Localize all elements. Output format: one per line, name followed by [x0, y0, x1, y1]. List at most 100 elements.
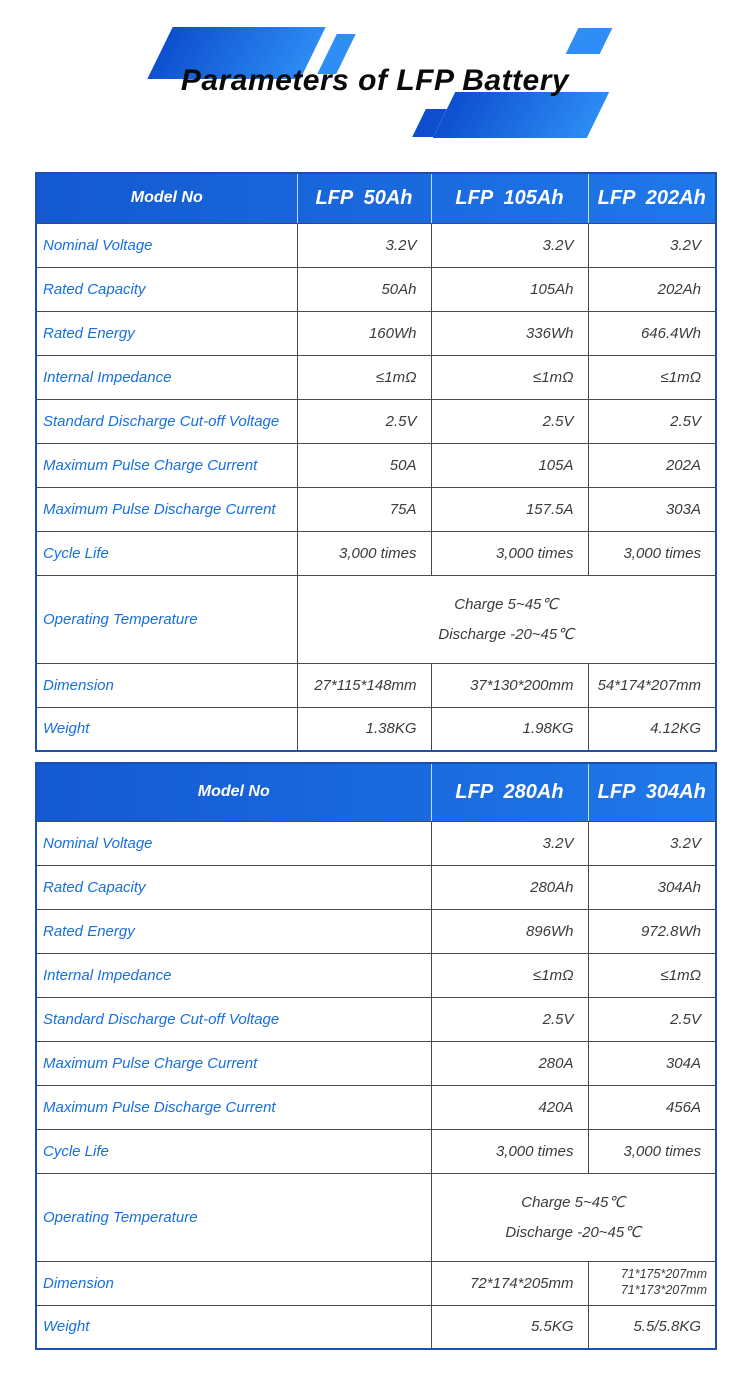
value-cell: 4.12KG: [587, 706, 717, 752]
model-column-header: LFP 304Ah: [587, 763, 716, 822]
table-row: Cycle Life 3,000 times 3,000 times 3,000 ti…: [35, 530, 717, 576]
value-cell: 37*130*200mm: [430, 662, 589, 708]
row-label: Dimension: [35, 1260, 432, 1306]
row-label: Nominal Voltage: [35, 222, 298, 268]
merged-value-cell: Charge 5~45℃ Discharge -20~45℃: [430, 1172, 717, 1262]
table-row: Cycle Life 3,000 times 3,000 times: [35, 1128, 717, 1174]
value-cell: 1.98KG: [430, 706, 589, 752]
value-cell: 75A: [296, 486, 432, 532]
banner-ribbon-bottom: [432, 92, 610, 138]
value-line: 71*173*207mm: [620, 1283, 707, 1297]
model-no-header: Model No: [36, 763, 431, 822]
row-label: Maximum Pulse Charge Current: [35, 442, 298, 488]
table-row: Operating Temperature Charge 5~45℃ Dischar…: [35, 574, 717, 664]
value-cell: 202A: [587, 442, 717, 488]
value-cell: 3,000 times: [587, 530, 717, 576]
value-cell: 160Wh: [296, 310, 432, 356]
table-row: Rated Energy 160Wh 336Wh 646.4Wh: [35, 310, 717, 356]
row-label: Internal Impedance: [35, 952, 432, 998]
value-cell: 3,000 times: [430, 1128, 589, 1174]
value-cell: 2.5V: [587, 996, 717, 1042]
table-row: Weight 1.38KG 1.98KG 4.12KG: [35, 706, 717, 752]
value-line: Charge 5~45℃: [521, 1194, 626, 1211]
row-label: Cycle Life: [35, 530, 298, 576]
value-line: Discharge -20~45℃: [438, 626, 575, 643]
value-cell: 972.8Wh: [587, 908, 717, 954]
title-banner: Parameters of LFP Battery: [0, 0, 750, 160]
row-label: Operating Temperature: [35, 574, 298, 664]
value-cell: 420A: [430, 1084, 589, 1130]
row-label: Nominal Voltage: [35, 820, 432, 866]
value-cell: 50A: [296, 442, 432, 488]
row-label: Standard Discharge Cut-off Voltage: [35, 398, 298, 444]
value-cell: 304A: [587, 1040, 717, 1086]
value-cell: ≤1mΩ: [587, 354, 717, 400]
value-cell: 3,000 times: [430, 530, 589, 576]
row-label: Rated Energy: [35, 310, 298, 356]
value-cell: 303A: [587, 486, 717, 532]
value-cell: 2.5V: [430, 996, 589, 1042]
row-label: Rated Energy: [35, 908, 432, 954]
model-column-header: LFP 202Ah: [587, 173, 716, 224]
value-cell: 1.38KG: [296, 706, 432, 752]
value-cell: 2.5V: [587, 398, 717, 444]
value-cell: 3.2V: [430, 820, 589, 866]
row-label: Maximum Pulse Discharge Current: [35, 486, 298, 532]
value-cell: 157.5A: [430, 486, 589, 532]
table-row: Maximum Pulse Charge Current 50A 105A 202A: [35, 442, 717, 488]
value-cell: 50Ah: [296, 266, 432, 312]
value-cell: 5.5KG: [430, 1304, 589, 1350]
table-row: Maximum Pulse Charge Current 280A 304A: [35, 1040, 717, 1086]
row-label: Maximum Pulse Discharge Current: [35, 1084, 432, 1130]
value-cell: 456A: [587, 1084, 717, 1130]
banner-ribbon-top-right: [565, 28, 613, 54]
value-cell: 896Wh: [430, 908, 589, 954]
value-cell: ≤1mΩ: [587, 952, 717, 998]
value-cell: 3,000 times: [587, 1128, 717, 1174]
value-cell: 2.5V: [430, 398, 589, 444]
value-cell: 3.2V: [587, 820, 717, 866]
row-label: Cycle Life: [35, 1128, 432, 1174]
table-row: Rated Capacity 280Ah 304Ah: [35, 864, 717, 910]
parameters-table: Model No LFP 50Ah LFP 105Ah LFP 202Ah Nomina…: [35, 172, 717, 752]
table-row: Rated Energy 896Wh 972.8Wh: [35, 908, 717, 954]
value-cell: ≤1mΩ: [430, 354, 589, 400]
value-cell: 3.2V: [587, 222, 717, 268]
lfp-table-small-models: Model No LFP 50Ah LFP 105Ah LFP 202Ah Nomina…: [35, 172, 717, 752]
table-row: Internal Impedance ≤1mΩ ≤1mΩ: [35, 952, 717, 998]
table-row: Maximum Pulse Discharge Current 420A 456A: [35, 1084, 717, 1130]
model-no-header: Model No: [36, 173, 297, 224]
value-line: Discharge -20~45℃: [505, 1224, 642, 1241]
row-label: Rated Capacity: [35, 864, 432, 910]
value-cell: 3.2V: [296, 222, 432, 268]
value-cell: 3.2V: [430, 222, 589, 268]
row-label: Weight: [35, 1304, 432, 1350]
value-cell: 105A: [430, 442, 589, 488]
row-label: Weight: [35, 706, 298, 752]
value-cell: 5.5/5.8KG: [587, 1304, 717, 1350]
row-label: Rated Capacity: [35, 266, 298, 312]
table-row: Internal Impedance ≤1mΩ ≤1mΩ ≤1mΩ: [35, 354, 717, 400]
lfp-table-large-models: Model No LFP 280Ah LFP 304Ah Nominal Voltag…: [35, 762, 717, 1350]
table-row: Maximum Pulse Discharge Current 75A 157.5A…: [35, 486, 717, 532]
table-row: Weight 5.5KG 5.5/5.8KG: [35, 1304, 717, 1350]
value-cell: 646.4Wh: [587, 310, 717, 356]
merged-value-cell: Charge 5~45℃ Discharge -20~45℃: [296, 574, 717, 664]
row-label: Internal Impedance: [35, 354, 298, 400]
table-row: Standard Discharge Cut-off Voltage 2.5V 2.…: [35, 398, 717, 444]
parameters-table: Model No LFP 280Ah LFP 304Ah Nominal Voltag…: [35, 762, 717, 1350]
value-cell: 71*175*207mm 71*173*207mm: [587, 1260, 717, 1306]
table-row: Standard Discharge Cut-off Voltage 2.5V 2.…: [35, 996, 717, 1042]
value-cell: 336Wh: [430, 310, 589, 356]
table-row: Rated Capacity 50Ah 105Ah 202Ah: [35, 266, 717, 312]
value-cell: 304Ah: [587, 864, 717, 910]
model-column-header: LFP 105Ah: [430, 173, 588, 224]
table-row: Nominal Voltage 3.2V 3.2V: [35, 820, 717, 866]
value-cell: 27*115*148mm: [296, 662, 432, 708]
table-row: Nominal Voltage 3.2V 3.2V 3.2V: [35, 222, 717, 268]
value-cell: 3,000 times: [296, 530, 432, 576]
table-header-row: Model No LFP 280Ah LFP 304Ah: [36, 763, 716, 822]
value-line: 71*175*207mm: [620, 1267, 707, 1282]
value-cell: 280A: [430, 1040, 589, 1086]
table-row: Dimension 72*174*205mm 71*175*207mm 71*173*…: [35, 1260, 717, 1306]
